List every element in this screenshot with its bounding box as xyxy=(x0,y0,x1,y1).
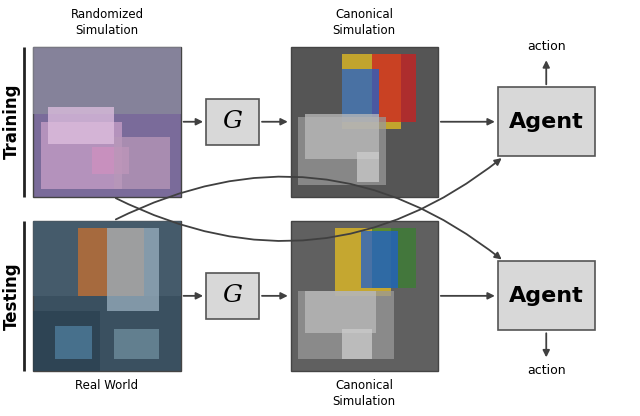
FancyBboxPatch shape xyxy=(115,329,159,359)
FancyBboxPatch shape xyxy=(291,220,438,371)
FancyBboxPatch shape xyxy=(298,117,387,185)
FancyBboxPatch shape xyxy=(291,47,438,197)
FancyBboxPatch shape xyxy=(498,87,595,156)
Text: action: action xyxy=(527,364,566,377)
FancyBboxPatch shape xyxy=(342,329,372,359)
FancyBboxPatch shape xyxy=(362,231,398,288)
Text: G: G xyxy=(223,285,243,307)
FancyBboxPatch shape xyxy=(107,228,159,311)
FancyBboxPatch shape xyxy=(33,220,180,371)
FancyBboxPatch shape xyxy=(56,326,92,359)
FancyBboxPatch shape xyxy=(33,220,180,296)
FancyBboxPatch shape xyxy=(342,54,401,129)
Text: Agent: Agent xyxy=(509,286,584,306)
FancyBboxPatch shape xyxy=(77,228,144,296)
Text: G: G xyxy=(223,110,243,133)
FancyBboxPatch shape xyxy=(33,47,180,114)
FancyBboxPatch shape xyxy=(372,54,416,122)
FancyBboxPatch shape xyxy=(498,261,595,330)
Text: Canonical
Simulation: Canonical Simulation xyxy=(333,379,396,408)
FancyBboxPatch shape xyxy=(206,273,259,319)
FancyBboxPatch shape xyxy=(206,99,259,144)
Text: action: action xyxy=(527,40,566,54)
FancyBboxPatch shape xyxy=(48,107,115,144)
Text: Training: Training xyxy=(3,84,21,159)
FancyBboxPatch shape xyxy=(92,147,129,174)
FancyBboxPatch shape xyxy=(33,47,180,197)
Text: Randomized
Simulation: Randomized Simulation xyxy=(70,7,143,37)
FancyArrowPatch shape xyxy=(116,159,500,241)
FancyBboxPatch shape xyxy=(305,291,376,334)
FancyBboxPatch shape xyxy=(305,114,379,159)
FancyBboxPatch shape xyxy=(357,152,379,182)
Text: Agent: Agent xyxy=(509,112,584,132)
FancyArrowPatch shape xyxy=(116,177,500,258)
Text: Canonical
Simulation: Canonical Simulation xyxy=(333,7,396,37)
Text: Real World: Real World xyxy=(76,379,139,392)
FancyBboxPatch shape xyxy=(335,228,391,296)
FancyBboxPatch shape xyxy=(115,137,170,189)
FancyBboxPatch shape xyxy=(342,69,379,122)
Text: Testing: Testing xyxy=(3,262,21,329)
FancyBboxPatch shape xyxy=(41,122,122,189)
FancyBboxPatch shape xyxy=(298,291,394,359)
FancyBboxPatch shape xyxy=(33,311,100,371)
FancyBboxPatch shape xyxy=(372,228,416,288)
